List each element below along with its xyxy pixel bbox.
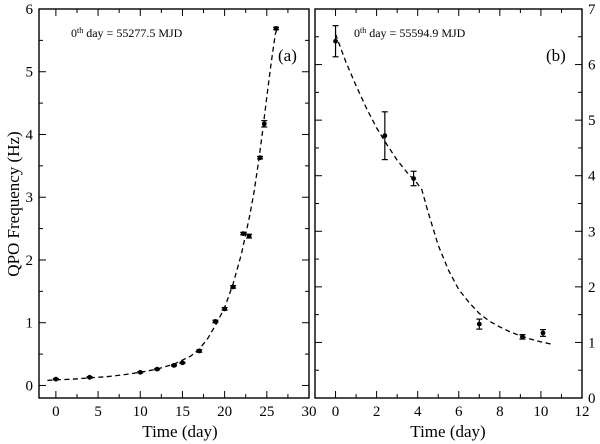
panel-a-data-marker xyxy=(137,369,143,375)
panel-a-fit-curve-group xyxy=(47,26,279,382)
panel-b-data-point xyxy=(519,334,526,340)
panel-a-data-point xyxy=(230,284,237,290)
panel-b-reference-day-annotation: 0th day = 55594.9 MJD xyxy=(354,26,466,41)
panel-a-y-tick-label: 1 xyxy=(26,316,34,332)
panel-a-data-point xyxy=(154,366,161,372)
panel-b-fit-curve xyxy=(334,33,552,345)
panel-a-data-point xyxy=(196,348,203,354)
panel-a-data-point xyxy=(137,369,144,375)
panel-a-data-marker xyxy=(212,319,218,324)
panel-b-x-tick-label: 6 xyxy=(455,404,463,420)
panel-a-data-point xyxy=(261,120,268,128)
panel-b-data-point xyxy=(476,318,483,330)
panel-b-data-marker xyxy=(540,330,546,336)
panel-a-x-tick-label: 30 xyxy=(302,404,317,420)
panel-a-y-tick-label: 2 xyxy=(26,253,34,269)
panel-a: 0 5 10 15 20 25 30 0 1 2 3 4 5 6 0th day = 55277.5 MJ… xyxy=(4,2,317,441)
panel-b-y-tick-label: 0 xyxy=(588,391,596,407)
panel-b-y-tick-label: 5 xyxy=(588,113,596,129)
panel-b-y-tick-label: 3 xyxy=(588,224,596,240)
panel-b-data-marker xyxy=(411,176,416,181)
panel-a-y-tick-label: 5 xyxy=(26,65,34,81)
panel-a-data-marker xyxy=(257,155,263,161)
panel-a-data-marker xyxy=(154,366,160,372)
panel-b-x-tick-label: 12 xyxy=(575,404,590,420)
panel-b-y-tick-label: 6 xyxy=(588,58,596,74)
panel-b-x-tick-label: 4 xyxy=(414,404,422,420)
panel-b-data-marker xyxy=(520,334,525,340)
panel-a-y-tick-label: 3 xyxy=(26,190,34,206)
y-axis-label: QPO Frequency (Hz) xyxy=(4,131,23,276)
panel-b-fit-curve-group xyxy=(334,33,552,345)
panel-b-y-tick-label: 7 xyxy=(588,2,596,18)
panel-a-x-tick-label: 5 xyxy=(94,404,102,420)
panel-b-x-tick-label: 10 xyxy=(533,404,548,420)
panel-a-x-tick-label: 0 xyxy=(52,404,60,420)
panel-b-y-tick-label: 1 xyxy=(588,335,596,351)
panel-a-y-tick-label: 0 xyxy=(26,378,34,394)
panel-a-data-marker xyxy=(261,121,267,127)
panel-a-data-marker xyxy=(87,374,93,380)
panel-a-data-point xyxy=(221,306,228,312)
panel-a-x-axis-label: Time (day) xyxy=(142,422,217,441)
panel-a-data-marker xyxy=(222,306,228,312)
panel-b-x-tick-label: 0 xyxy=(332,404,340,420)
panel-a-data-marker xyxy=(53,376,59,382)
panel-a-data-marker xyxy=(196,348,202,354)
panel-a-data-point xyxy=(273,26,280,31)
panel-b-data-point xyxy=(381,111,388,161)
panel-a-data-marker xyxy=(180,360,185,366)
panel-a-data-marker xyxy=(171,362,177,368)
panel-b-data-point xyxy=(539,329,546,337)
panel-b-data-marker xyxy=(382,133,388,139)
panel-a-x-tick-label: 10 xyxy=(133,404,148,420)
panel-a-data-point xyxy=(171,362,177,368)
panel-b-y-tick-label: 2 xyxy=(588,280,596,296)
panel-a-data-marker xyxy=(246,233,252,239)
panel-a-data-marker xyxy=(273,26,279,31)
panel-a-data-marker xyxy=(230,284,236,290)
panel-a-label: (a) xyxy=(278,46,297,65)
panel-a-x-tick-label: 20 xyxy=(217,404,232,420)
panel-b-data-marker xyxy=(476,321,482,327)
panel-a-ticks: 0 5 10 15 20 25 30 0 1 2 3 4 5 6 xyxy=(26,2,317,420)
panel-a-x-tick-label: 15 xyxy=(175,404,190,420)
panel-a-data-point xyxy=(246,233,253,239)
panel-a-data-point xyxy=(179,360,186,366)
panel-a-y-tick-label: 6 xyxy=(26,2,34,18)
panel-b-y-tick-label: 4 xyxy=(588,169,596,185)
panel-b-data-marker xyxy=(333,38,338,44)
panel-a-data-point xyxy=(257,155,264,161)
panel-a-fit-curve xyxy=(47,26,279,382)
panel-a-data-point xyxy=(52,376,59,382)
panel-a-frame xyxy=(38,8,310,399)
panel-a-data-point xyxy=(240,231,247,237)
panel-a-y-tick-label: 4 xyxy=(26,127,34,143)
panel-b-x-tick-label: 2 xyxy=(373,404,381,420)
panel-a-reference-day-annotation: 0th day = 55277.5 MJD xyxy=(71,26,183,41)
panel-a-data-point xyxy=(86,374,93,380)
panel-b-data-points xyxy=(332,25,546,340)
panel-a-x-tick-label: 25 xyxy=(259,404,274,420)
panel-a-data-marker xyxy=(240,231,246,237)
panel-b-x-tick-label: 8 xyxy=(496,404,504,420)
panel-a-data-point xyxy=(212,319,219,324)
panel-b-data-point xyxy=(332,25,339,58)
panel-b-data-point xyxy=(410,170,417,187)
panel-a-data-points xyxy=(52,26,280,382)
panel-b-frame xyxy=(314,8,583,399)
panel-b-x-axis-label: Time (day) xyxy=(410,422,485,441)
panel-b-label: (b) xyxy=(546,46,566,65)
